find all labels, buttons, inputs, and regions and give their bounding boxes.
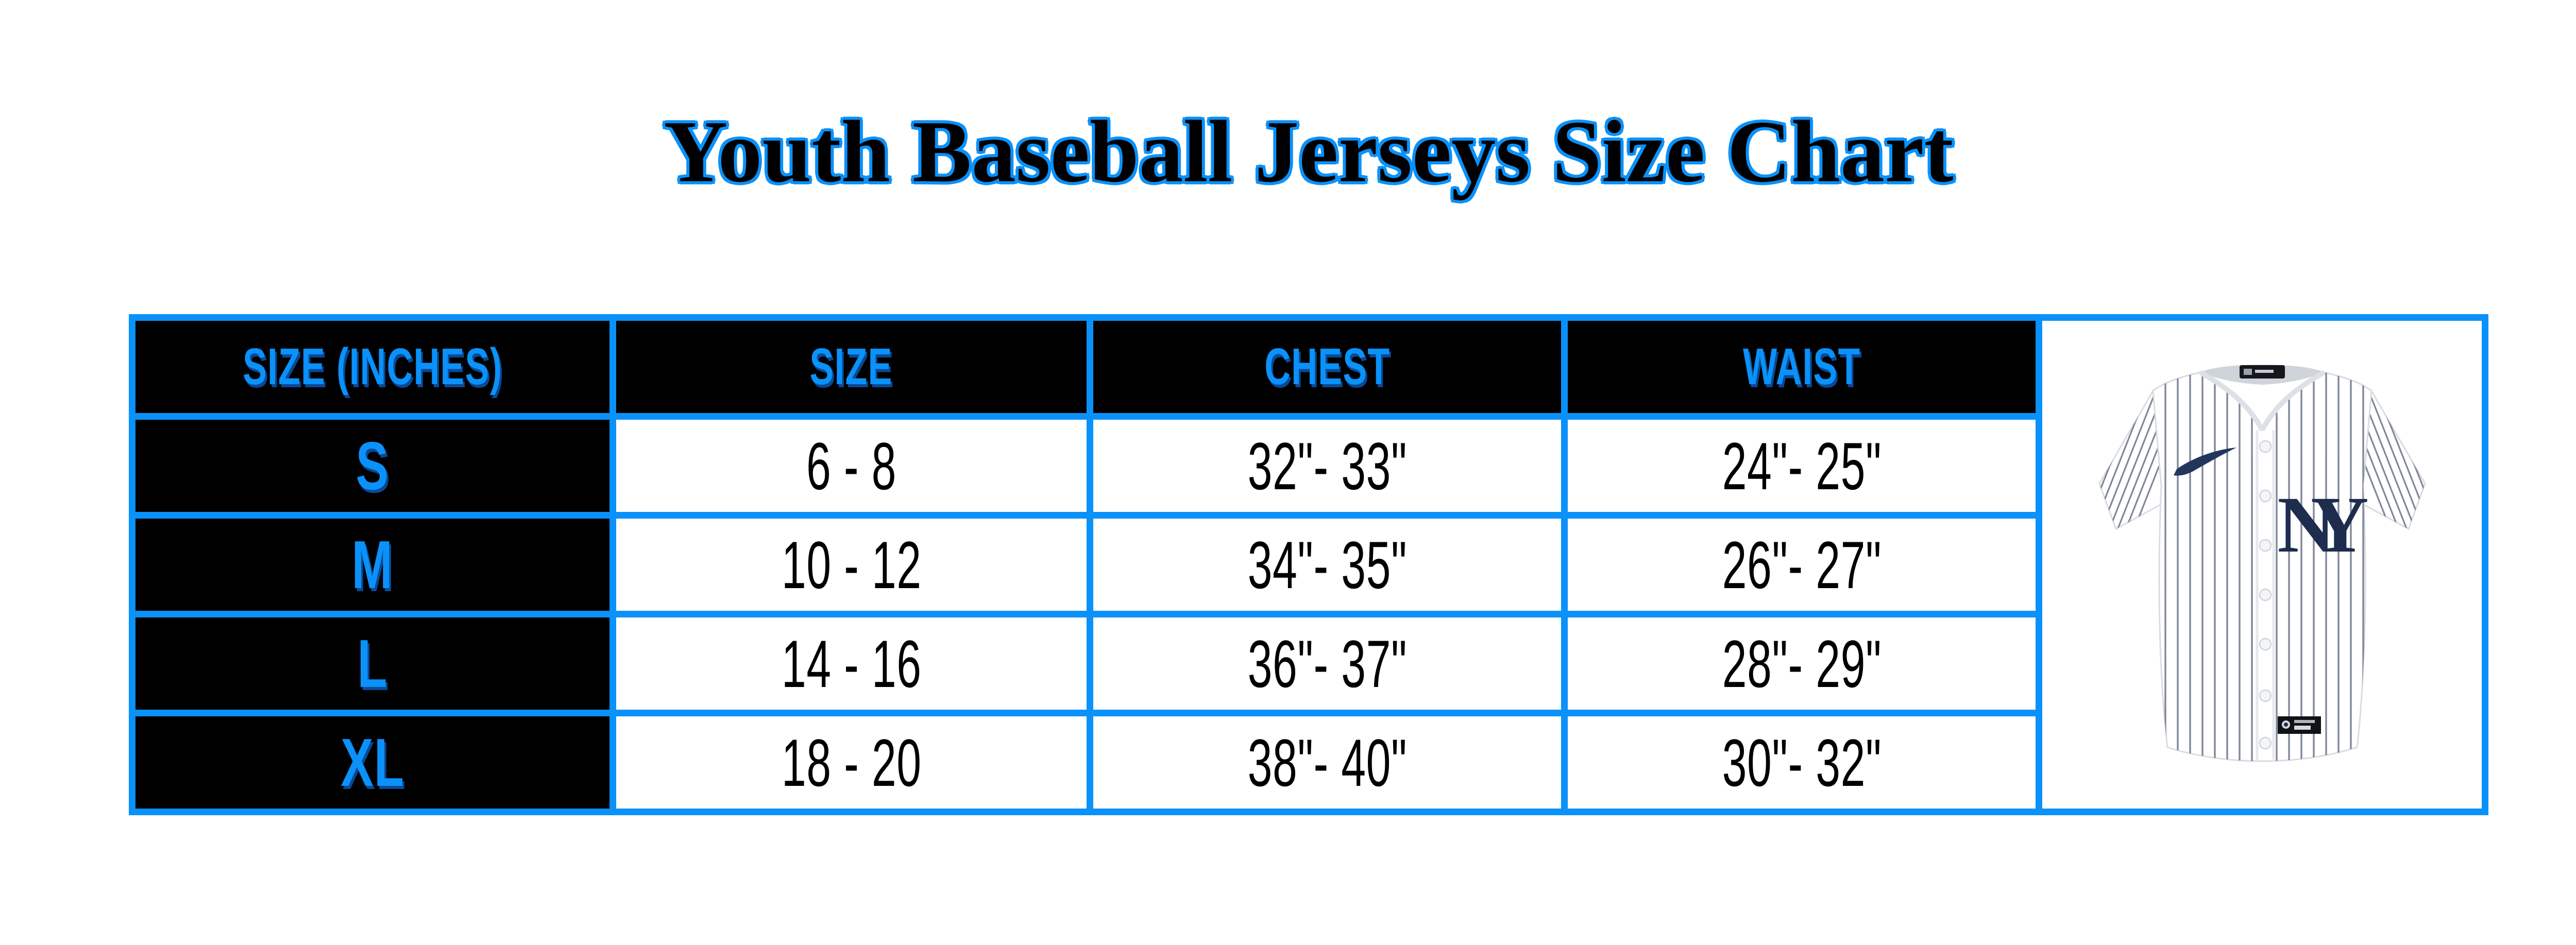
row-label-l: L: [135, 617, 609, 710]
row-label-s: S: [135, 420, 609, 512]
cell-xl-chest: 38"- 40": [1093, 716, 1561, 809]
row-label: XL: [340, 725, 405, 800]
cell-m-size: 10 - 12: [616, 519, 1087, 611]
size-chart-table: SIZE (INCHES) SIZE CHEST WAIST: [129, 314, 2488, 815]
nike-swoosh-icon: [2173, 447, 2236, 476]
cell-s-waist: 24"- 25": [1568, 420, 2036, 512]
cell-value: 14 - 16: [781, 626, 922, 701]
cell-value: 24"- 25": [1722, 428, 1882, 504]
jock-tag: [2277, 716, 2321, 734]
column-header-waist: WAIST: [1568, 321, 2036, 413]
button-placket: [2256, 429, 2275, 760]
jersey-torso: [2151, 370, 2372, 762]
column-header-label: CHEST: [1264, 338, 1391, 396]
row-label-m: M: [135, 519, 609, 611]
column-header-label: SIZE (INCHES): [242, 338, 503, 396]
cell-s-chest: 32"- 33": [1093, 420, 1561, 512]
page-title: Youth Baseball Jerseys Size Chart: [664, 103, 1954, 201]
jersey-collar: [2200, 364, 2324, 385]
column-header-label: SIZE: [809, 338, 893, 396]
cell-l-chest: 36"- 37": [1093, 617, 1561, 710]
column-header-size-inches: SIZE (INCHES): [135, 321, 609, 413]
cell-value: 26"- 27": [1722, 527, 1882, 603]
cell-value: 18 - 20: [781, 725, 922, 800]
column-header-chest: CHEST: [1093, 321, 1561, 413]
cell-value: 6 - 8: [806, 428, 896, 504]
column-header-label: WAIST: [1742, 338, 1861, 396]
row-label: M: [351, 527, 394, 603]
cell-l-size: 14 - 16: [616, 617, 1087, 710]
cell-value: 10 - 12: [781, 527, 922, 603]
cell-value: 28"- 29": [1722, 626, 1882, 701]
cell-xl-size: 18 - 20: [616, 716, 1087, 809]
cell-xl-waist: 30"- 32": [1568, 716, 2036, 809]
torso-pinstripes: [2164, 372, 2364, 761]
cell-value: 32"- 33": [1247, 428, 1407, 504]
cell-s-size: 6 - 8: [616, 420, 1087, 512]
jersey-image: NY: [2098, 364, 2426, 762]
cell-l-waist: 28"- 29": [1568, 617, 2036, 710]
neckline-trim: [2198, 370, 2326, 431]
column-header-size: SIZE: [616, 321, 1087, 413]
cell-value: 34"- 35": [1247, 527, 1407, 603]
cell-value: 38"- 40": [1247, 725, 1407, 800]
cell-m-chest: 34"- 35": [1093, 519, 1561, 611]
cell-m-waist: 26"- 27": [1568, 519, 2036, 611]
cell-value: 30"- 32": [1722, 725, 1882, 800]
cell-value: 36"- 37": [1247, 626, 1407, 701]
row-label-xl: XL: [135, 716, 609, 809]
row-label: L: [357, 626, 388, 701]
jersey-buttons: [2259, 440, 2272, 749]
row-label: S: [355, 428, 389, 504]
jersey-image-cell: NY: [2042, 321, 2482, 809]
